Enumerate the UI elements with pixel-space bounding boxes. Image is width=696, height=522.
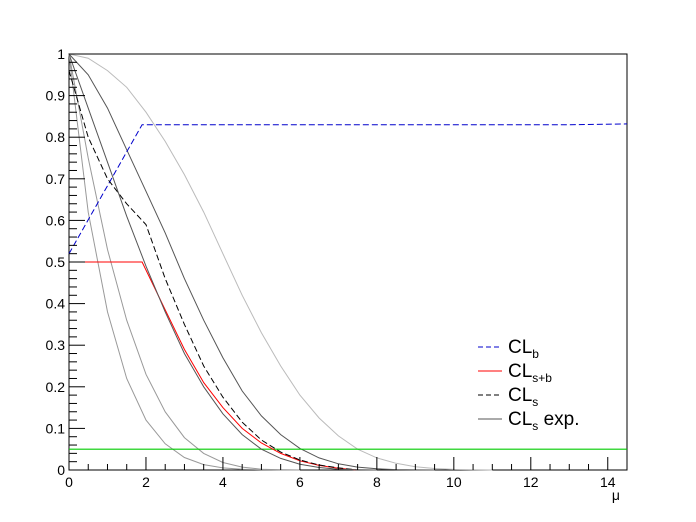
plot-frame	[68, 53, 628, 471]
x-tick-label: 0	[65, 474, 73, 490]
y-tick-label: 0.6	[46, 212, 66, 228]
x-tick-label: 6	[296, 474, 304, 490]
legend-entry: CLs	[508, 385, 538, 409]
expected-band-curve	[68, 53, 435, 471]
tick-labels: 0 2 4 6 8 10 12 14 0 0.1 0.2 0.3 0.4 0.5 0.6 0.7 0.8 0.9 1	[46, 46, 616, 490]
y-tick-label: 0.3	[46, 337, 66, 353]
y-tick-label: 0.9	[46, 88, 66, 104]
series-layer	[68, 53, 628, 471]
legend-entry: CLs+b	[508, 361, 552, 385]
y-tick-label: 0.4	[46, 296, 66, 312]
series-line	[69, 261, 358, 471]
y-tick-label: 0.5	[46, 254, 66, 270]
x-tick-label: 4	[219, 474, 227, 490]
legend-entry: CLs exp.	[508, 409, 580, 433]
plot-border	[68, 53, 628, 471]
x-tick-label: 12	[523, 474, 539, 490]
axis-ticks	[68, 53, 628, 471]
y-tick-label: 0.1	[46, 420, 66, 436]
series-line	[68, 53, 377, 471]
series-line	[68, 70, 358, 471]
y-tick-label: 1	[57, 46, 65, 62]
x-tick-label: 14	[600, 474, 616, 490]
legend-entry: CLb	[508, 337, 539, 361]
x-axis-title: μ	[612, 487, 620, 503]
x-tick-label: 2	[142, 474, 150, 490]
y-tick-label: 0.2	[46, 379, 66, 395]
y-tick-label: 0.7	[46, 171, 66, 187]
x-tick-label: 8	[373, 474, 381, 490]
expected-band-curve	[68, 53, 493, 471]
series-line	[68, 123, 628, 254]
x-tick-label: 10	[446, 474, 462, 490]
y-tick-label: 0	[57, 462, 65, 478]
y-tick-label: 0.8	[46, 129, 66, 145]
